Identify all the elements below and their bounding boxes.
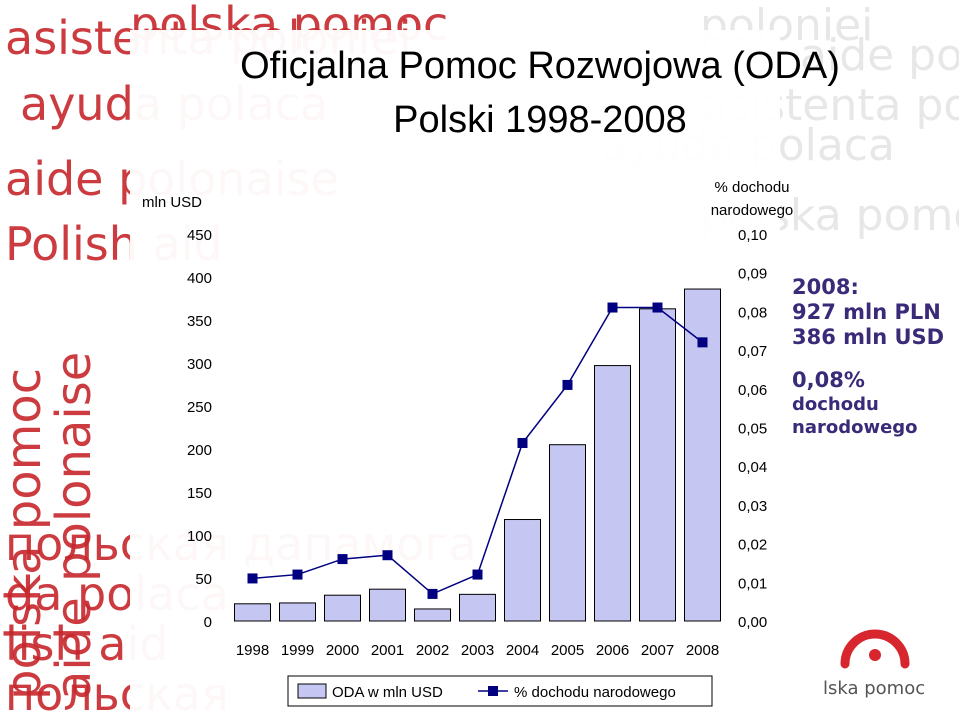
y-left-tick-label: 50 — [195, 571, 212, 588]
chart-title-line-1: Oficjalna Pomoc Rozwojowa (ODA) — [240, 45, 840, 87]
background-word-vertical: aide polonaise — [46, 352, 102, 700]
bar-oda-1998 — [234, 603, 271, 622]
y-right-tick-label: 0,08 — [738, 304, 767, 321]
bar-oda-2006 — [594, 365, 631, 622]
x-tick-label: 1999 — [281, 642, 314, 659]
y-left-tick-label: 200 — [187, 442, 212, 459]
x-tick-label: 2000 — [326, 642, 359, 659]
note-pct-line2: dochodu — [792, 394, 879, 415]
bar-oda-2004 — [504, 519, 541, 622]
point-pct-2007 — [652, 302, 663, 313]
x-tick-label: 2006 — [596, 642, 629, 659]
point-pct-1999 — [292, 569, 303, 580]
point-pct-2006 — [607, 302, 618, 313]
x-tick-label: 2003 — [461, 642, 494, 659]
x-tick-label: 2002 — [416, 642, 449, 659]
y-axis-right-label: % dochodu — [714, 179, 789, 196]
bar-oda-1999 — [279, 602, 316, 622]
y-right-tick-label: 0,09 — [738, 266, 767, 283]
bar-oda-2000 — [324, 594, 361, 622]
line-pct-series — [252, 306, 703, 595]
point-pct-2005 — [562, 379, 573, 390]
point-pct-2000 — [337, 554, 348, 565]
point-pct-1998 — [247, 573, 258, 584]
background-word-vertical: polska pomoc — [0, 368, 52, 700]
bar-oda-2003 — [459, 593, 496, 622]
x-tick-label: 2008 — [686, 642, 719, 659]
legend-swatch-marker — [488, 686, 498, 696]
point-pct-2004 — [517, 437, 528, 448]
point-pct-2002 — [427, 588, 438, 599]
x-tick-label: 2004 — [506, 642, 539, 659]
note-usd: 386 mln USD — [792, 325, 945, 349]
legend-label-line: % dochodu narodowego — [514, 684, 676, 701]
background-word: aide polonaise — [800, 30, 959, 81]
x-tick-label: 1998 — [236, 642, 269, 659]
point-pct-2001 — [382, 550, 393, 561]
y-left-tick-label: 100 — [187, 528, 212, 545]
y-axis-left-label: mln USD — [142, 194, 202, 211]
y-left-tick-label: 350 — [187, 313, 212, 330]
y-left-tick-label: 250 — [187, 399, 212, 416]
legend-label-bar: ODA w mln USD — [332, 684, 443, 701]
point-pct-2008 — [697, 337, 708, 348]
y-right-tick-label: 0,05 — [738, 421, 767, 438]
legend-swatch-bar — [297, 683, 327, 699]
note-pln: 927 mln PLN — [792, 300, 941, 324]
y-right-tick-label: 0,02 — [738, 537, 767, 554]
y-right-tick-label: 0,10 — [738, 227, 767, 244]
y-right-tick-label: 0,04 — [738, 459, 767, 476]
chart-title-line-2: Polski 1998-2008 — [393, 99, 687, 141]
y-right-tick-label: 0,00 — [738, 614, 767, 631]
y-left-tick-label: 150 — [187, 485, 212, 502]
y-right-tick-label: 0,03 — [738, 498, 767, 515]
polska-pomoc-logo — [840, 629, 910, 669]
bar-oda-2001 — [369, 588, 406, 622]
note-pct-line3: narodowego — [792, 417, 918, 438]
x-tick-label: 2001 — [371, 642, 404, 659]
logo-text: lska pomoc — [823, 678, 926, 699]
y-right-tick-label: 0,01 — [738, 575, 767, 592]
y-right-tick-label: 0,06 — [738, 382, 767, 399]
note-2008: 2008: 927 mln PLN 386 mln USD 0,08% doch… — [792, 275, 944, 439]
note-year: 2008: — [792, 275, 859, 299]
y-left-tick-label: 450 — [187, 227, 212, 244]
y-right-tick-label: 0,07 — [738, 343, 767, 360]
bar-oda-2002 — [414, 608, 451, 622]
y-left-tick-label: 0 — [204, 614, 212, 631]
bar-oda-2005 — [549, 444, 586, 622]
point-pct-2003 — [472, 569, 483, 580]
y-left-tick-label: 300 — [187, 356, 212, 373]
note-pct: 0,08% — [792, 368, 865, 392]
note-backdrop — [780, 260, 959, 490]
x-tick-label: 2005 — [551, 642, 584, 659]
bar-oda-2007 — [639, 308, 676, 622]
y-axis-right-label: narodowego — [711, 202, 794, 219]
y-left-tick-label: 400 — [187, 270, 212, 287]
x-tick-label: 2007 — [641, 642, 674, 659]
